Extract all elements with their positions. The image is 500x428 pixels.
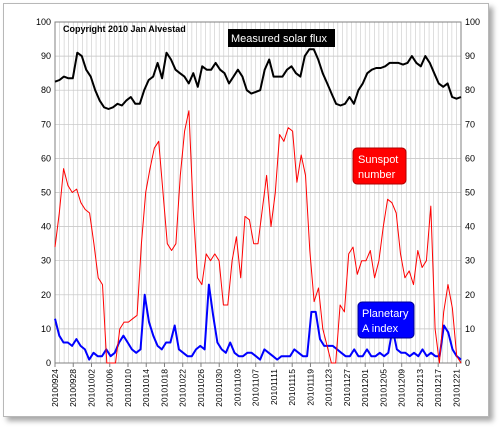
- x-axis: 20100924 20100928 20101002 20101006 20101010…: [50, 363, 461, 407]
- y-tick-label-right: 50: [465, 188, 475, 198]
- y-tick-label-right: 10: [465, 324, 475, 334]
- x-tick-label: 20101123: [324, 369, 334, 406]
- y-tick-label-right: 60: [465, 153, 475, 163]
- x-tick-label: 20101209: [397, 369, 407, 407]
- y-tick-label: 10: [41, 324, 51, 334]
- y-tick-label-right: 30: [465, 256, 475, 266]
- x-tick-label: 20101221: [451, 369, 461, 407]
- x-tick-label: 20101103: [232, 369, 242, 406]
- y-tick-label-right: 90: [465, 51, 475, 61]
- x-tick-label: 20100928: [68, 369, 78, 407]
- x-tick-label: 20101018: [159, 369, 169, 407]
- annotation-solar-flux: Measured solar flux: [228, 29, 335, 47]
- y-tick-label: 100: [36, 17, 51, 27]
- y-axis-right: 0 10 20 30 40 50 60 70 80 90 100: [465, 17, 480, 368]
- y-tick-label: 60: [41, 153, 51, 163]
- x-tick-label: 20101115: [287, 369, 297, 406]
- annotation-sunspot: Sunspot number: [352, 147, 407, 185]
- annotation-sunspot-line1: Sunspot: [358, 154, 398, 166]
- annotation-sunspot-line2: number: [358, 169, 396, 181]
- y-tick-label-right: 80: [465, 85, 475, 95]
- y-tick-label: 40: [41, 222, 51, 232]
- x-tick-label: 20101201: [360, 369, 370, 407]
- x-tick-label: 20101107: [251, 369, 261, 406]
- y-tick-label: 20: [41, 290, 51, 300]
- x-tick-label: 20101217: [433, 369, 443, 407]
- x-tick-label: 20101119: [305, 369, 315, 406]
- annotation-a-index-line1: Planetary: [362, 308, 409, 320]
- x-tick-label: 20101006: [105, 369, 115, 407]
- y-tick-label: 90: [41, 51, 51, 61]
- annotation-solar-flux-label: Measured solar flux: [231, 33, 327, 45]
- y-tick-label-right: 0: [465, 358, 470, 368]
- y-tick-label: 70: [41, 119, 51, 129]
- x-tick-label: 20101002: [86, 369, 96, 407]
- x-tick-label: 20101022: [178, 369, 188, 407]
- x-tick-label: 20101111: [269, 369, 279, 405]
- x-tick-label: 20101010: [123, 369, 133, 407]
- annotation-a-index: Planetary A index: [357, 301, 415, 339]
- x-tick-label: 20101213: [415, 369, 425, 407]
- series-line-measured-solar-flux: [54, 48, 462, 110]
- y-tick-label-right: 40: [465, 222, 475, 232]
- x-tick-label: 20101026: [196, 369, 206, 407]
- x-tick-label: 20101205: [378, 369, 388, 407]
- x-tick-label: 20101014: [141, 369, 151, 407]
- y-tick-label: 50: [41, 188, 51, 198]
- x-tick-label: 20101127: [342, 369, 352, 406]
- plot-area: [54, 21, 462, 364]
- y-tick-label-right: 70: [465, 119, 475, 129]
- y-tick-label-right: 20: [465, 290, 475, 300]
- x-tick-label: 20100924: [50, 369, 60, 407]
- y-tick-label: 30: [41, 256, 51, 266]
- x-tick-label: 20101030: [214, 369, 224, 407]
- y-axis-left: 0 10 20 30 40 50 60 70 80 90 100: [36, 17, 51, 368]
- y-tick-label: 0: [46, 358, 51, 368]
- y-tick-label: 80: [41, 85, 51, 95]
- annotation-a-index-line2: A index: [362, 323, 399, 335]
- y-tick-label-right: 100: [465, 17, 480, 27]
- copyright-text: Copyright 2010 Jan Alvestad: [63, 24, 186, 34]
- series-line-sunspot-number: [54, 110, 462, 364]
